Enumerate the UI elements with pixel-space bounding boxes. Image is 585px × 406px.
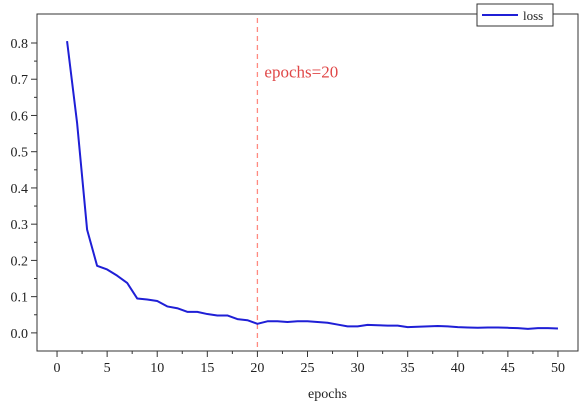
y-tick-label-0: 0.0: [11, 327, 29, 342]
x-tick-label-30: 30: [351, 361, 365, 376]
y-tick-label-0.4: 0.4: [11, 182, 29, 197]
loss-point-epoch-47: [527, 328, 529, 330]
loss-point-epoch-32: [377, 324, 379, 326]
loss-point-epoch-4: [96, 265, 98, 267]
loss-point-epoch-3: [86, 229, 88, 231]
x-tick-label-5: 5: [104, 361, 111, 376]
loss-point-epoch-1: [66, 40, 68, 42]
x-tick-label-0: 0: [54, 361, 61, 376]
x-axis-title: epochs: [308, 387, 347, 402]
loss-point-epoch-31: [367, 324, 369, 326]
y-tick-label-0.8: 0.8: [11, 37, 29, 52]
loss-point-epoch-20: [256, 323, 258, 325]
loss-point-epoch-42: [477, 327, 479, 329]
loss-point-epoch-13: [186, 311, 188, 313]
loss-point-epoch-49: [547, 327, 549, 329]
loss-point-epoch-21: [266, 320, 268, 322]
loss-point-epoch-39: [447, 325, 449, 327]
x-tick-label-10: 10: [150, 361, 164, 376]
loss-point-epoch-26: [317, 321, 319, 323]
loss-point-epoch-7: [126, 282, 128, 284]
x-tick-label-25: 25: [301, 361, 315, 376]
y-tick-label-0.7: 0.7: [11, 73, 29, 88]
y-tick-label-0.3: 0.3: [11, 218, 29, 233]
x-tick-label-20: 20: [250, 361, 264, 376]
loss-point-epoch-48: [537, 327, 539, 329]
loss-point-epoch-24: [296, 320, 298, 322]
loss-point-epoch-40: [457, 326, 459, 328]
x-tick-label-15: 15: [200, 361, 214, 376]
loss-point-epoch-15: [206, 313, 208, 315]
loss-point-epoch-22: [276, 320, 278, 322]
loss-point-epoch-38: [437, 325, 439, 327]
legend-loss-label: loss: [523, 8, 543, 23]
loss-point-epoch-43: [487, 326, 489, 328]
loss-point-epoch-18: [236, 318, 238, 320]
loss-point-epoch-33: [387, 325, 389, 327]
loss-point-epoch-28: [337, 324, 339, 326]
loss-point-epoch-8: [136, 297, 138, 299]
loss-point-epoch-16: [216, 314, 218, 316]
loss-point-epoch-44: [497, 326, 499, 328]
loss-point-epoch-29: [347, 325, 349, 327]
loss-point-epoch-6: [116, 275, 118, 277]
legend: loss: [476, 3, 554, 27]
loss-point-epoch-23: [286, 321, 288, 323]
loss-point-epoch-36: [417, 326, 419, 328]
loss-point-epoch-12: [176, 307, 178, 309]
y-tick-label-0.5: 0.5: [11, 146, 29, 161]
y-tick-label-0.6: 0.6: [11, 109, 29, 124]
loss-point-epoch-25: [307, 320, 309, 322]
loss-point-epoch-2: [76, 122, 78, 124]
loss-point-epoch-19: [246, 319, 248, 321]
loss-point-epoch-14: [196, 311, 198, 313]
loss-point-epoch-34: [397, 325, 399, 327]
loss-point-epoch-46: [517, 327, 519, 329]
loss-point-epoch-10: [156, 300, 158, 302]
loss-point-epoch-50: [557, 328, 559, 330]
x-tick-label-50: 50: [551, 361, 565, 376]
loss-point-epoch-17: [226, 314, 228, 316]
loss-point-epoch-30: [357, 325, 359, 327]
loss-point-epoch-5: [106, 268, 108, 270]
x-tick-label-40: 40: [451, 361, 465, 376]
y-tick-label-0.1: 0.1: [11, 291, 29, 306]
loss-point-epoch-9: [146, 299, 148, 301]
x-tick-label-35: 35: [401, 361, 415, 376]
y-tick-label-0.2: 0.2: [11, 254, 29, 269]
epoch-20-annotation: epochs=20: [264, 62, 338, 81]
loss-point-epoch-45: [507, 327, 509, 329]
loss-series-line: [66, 41, 558, 330]
loss-point-epoch-27: [327, 322, 329, 324]
loss-point-epoch-37: [427, 325, 429, 327]
loss-point-epoch-41: [467, 326, 469, 328]
x-tick-label-45: 45: [501, 361, 515, 376]
loss-point-epoch-35: [407, 326, 409, 328]
loss-point-epoch-11: [166, 305, 168, 307]
